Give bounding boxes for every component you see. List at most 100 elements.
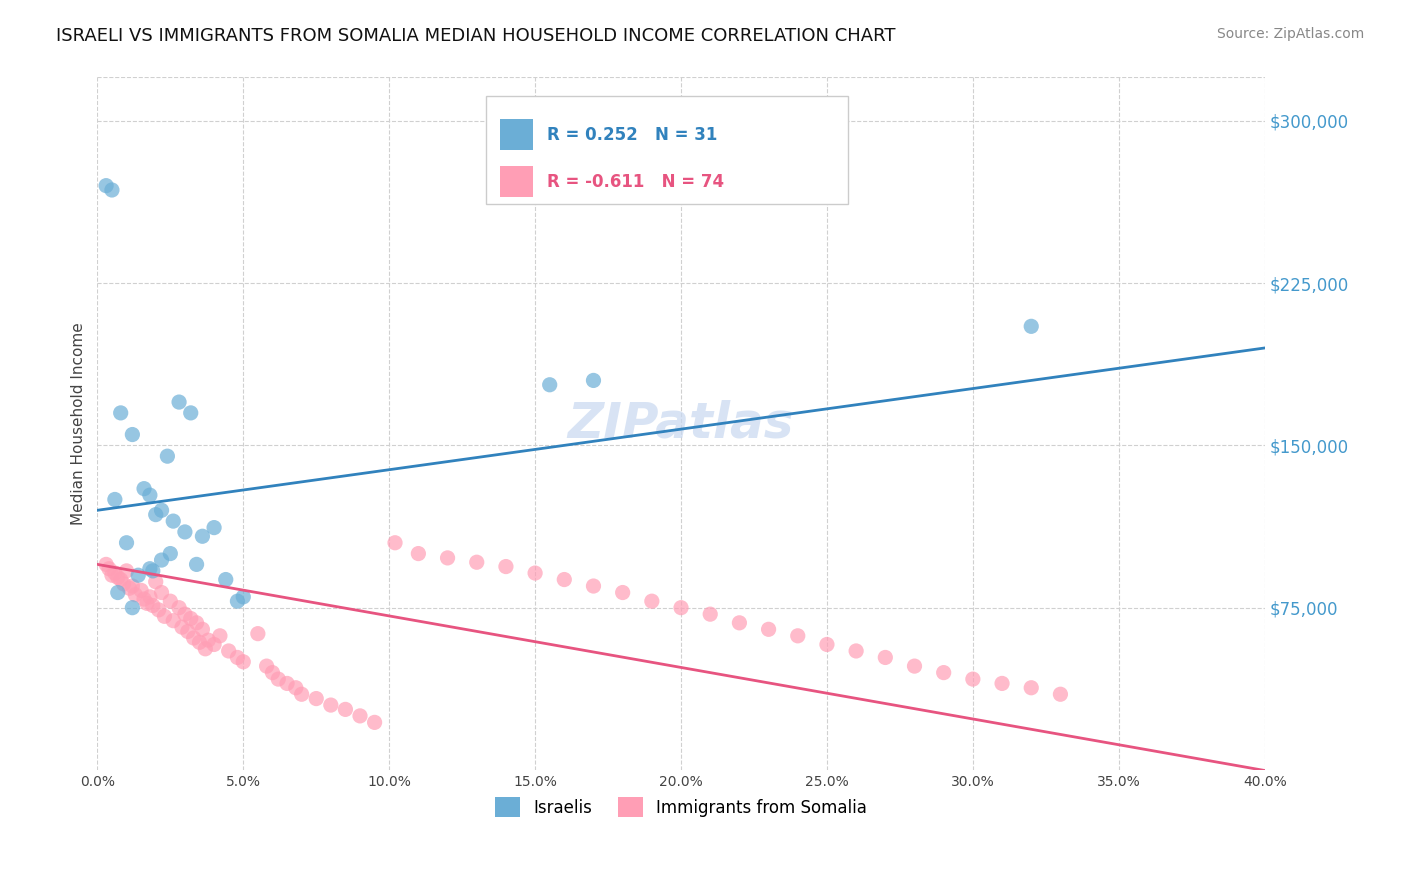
Point xyxy=(194,641,217,656)
Point xyxy=(139,488,162,502)
Point xyxy=(188,635,211,649)
Point xyxy=(202,520,225,534)
Point xyxy=(127,568,149,582)
Point xyxy=(669,600,692,615)
Point xyxy=(786,629,808,643)
Point xyxy=(167,395,190,409)
Point xyxy=(962,672,984,686)
Point xyxy=(162,514,184,528)
Point xyxy=(232,590,254,604)
Point xyxy=(208,629,231,643)
Point xyxy=(180,406,202,420)
Point xyxy=(129,583,152,598)
Point xyxy=(94,178,117,193)
Point xyxy=(845,644,868,658)
Point xyxy=(107,585,129,599)
Point xyxy=(110,406,132,420)
Point xyxy=(262,665,284,680)
Point xyxy=(226,650,249,665)
Point xyxy=(197,633,219,648)
Point xyxy=(110,573,132,587)
Point xyxy=(177,624,200,639)
Point xyxy=(112,577,135,591)
Point xyxy=(118,581,141,595)
Point xyxy=(121,579,143,593)
Point xyxy=(115,564,138,578)
Point xyxy=(124,588,146,602)
Point xyxy=(150,503,173,517)
Point xyxy=(183,631,205,645)
Point xyxy=(191,529,214,543)
Point xyxy=(335,702,357,716)
Point xyxy=(139,590,162,604)
Point xyxy=(186,558,208,572)
Point xyxy=(538,377,561,392)
Point xyxy=(170,620,193,634)
Point xyxy=(202,638,225,652)
Text: R = -0.611   N = 74: R = -0.611 N = 74 xyxy=(547,173,724,191)
Point xyxy=(875,650,897,665)
Point xyxy=(180,611,202,625)
Point xyxy=(98,562,121,576)
Point xyxy=(524,566,547,580)
Point xyxy=(156,449,179,463)
Point xyxy=(319,698,342,712)
Point xyxy=(284,681,307,695)
Legend: Israelis, Immigrants from Somalia: Israelis, Immigrants from Somalia xyxy=(489,790,873,824)
Point xyxy=(150,553,173,567)
Point xyxy=(436,550,458,565)
Point xyxy=(276,676,298,690)
Point xyxy=(408,547,430,561)
Point xyxy=(495,559,517,574)
Point xyxy=(1019,681,1042,695)
Point xyxy=(256,659,278,673)
Point xyxy=(728,615,751,630)
Point xyxy=(641,594,664,608)
Point xyxy=(232,655,254,669)
Point xyxy=(148,603,170,617)
Text: ZIPatlas: ZIPatlas xyxy=(568,400,794,448)
Point xyxy=(115,535,138,549)
Point xyxy=(246,626,269,640)
Point xyxy=(145,574,167,589)
Text: R = 0.252   N = 31: R = 0.252 N = 31 xyxy=(547,126,717,144)
Point xyxy=(815,638,838,652)
Bar xyxy=(501,119,533,150)
Point xyxy=(699,607,721,622)
Point xyxy=(162,614,184,628)
Point xyxy=(101,568,124,582)
Point xyxy=(101,183,124,197)
Point xyxy=(107,570,129,584)
Point xyxy=(991,676,1014,690)
Text: ISRAELI VS IMMIGRANTS FROM SOMALIA MEDIAN HOUSEHOLD INCOME CORRELATION CHART: ISRAELI VS IMMIGRANTS FROM SOMALIA MEDIA… xyxy=(56,27,896,45)
Point xyxy=(153,609,176,624)
Point xyxy=(384,535,406,549)
Point xyxy=(132,592,155,607)
Point xyxy=(553,573,575,587)
Point xyxy=(121,427,143,442)
Point xyxy=(132,482,155,496)
Point xyxy=(932,665,955,680)
Point xyxy=(104,492,127,507)
Point xyxy=(159,547,181,561)
Point xyxy=(349,709,371,723)
Y-axis label: Median Household Income: Median Household Income xyxy=(72,322,86,525)
Point xyxy=(903,659,925,673)
Point xyxy=(150,585,173,599)
FancyBboxPatch shape xyxy=(486,96,848,204)
Point xyxy=(186,615,208,630)
Text: Source: ZipAtlas.com: Source: ZipAtlas.com xyxy=(1216,27,1364,41)
Point xyxy=(174,524,197,539)
Point xyxy=(267,672,290,686)
Point xyxy=(582,579,605,593)
Bar xyxy=(501,166,533,197)
Point xyxy=(167,600,190,615)
Point xyxy=(465,555,488,569)
Point xyxy=(136,596,159,610)
Point xyxy=(121,600,143,615)
Point xyxy=(139,562,162,576)
Point xyxy=(226,594,249,608)
Point xyxy=(191,623,214,637)
Point xyxy=(218,644,240,658)
Point xyxy=(94,558,117,572)
